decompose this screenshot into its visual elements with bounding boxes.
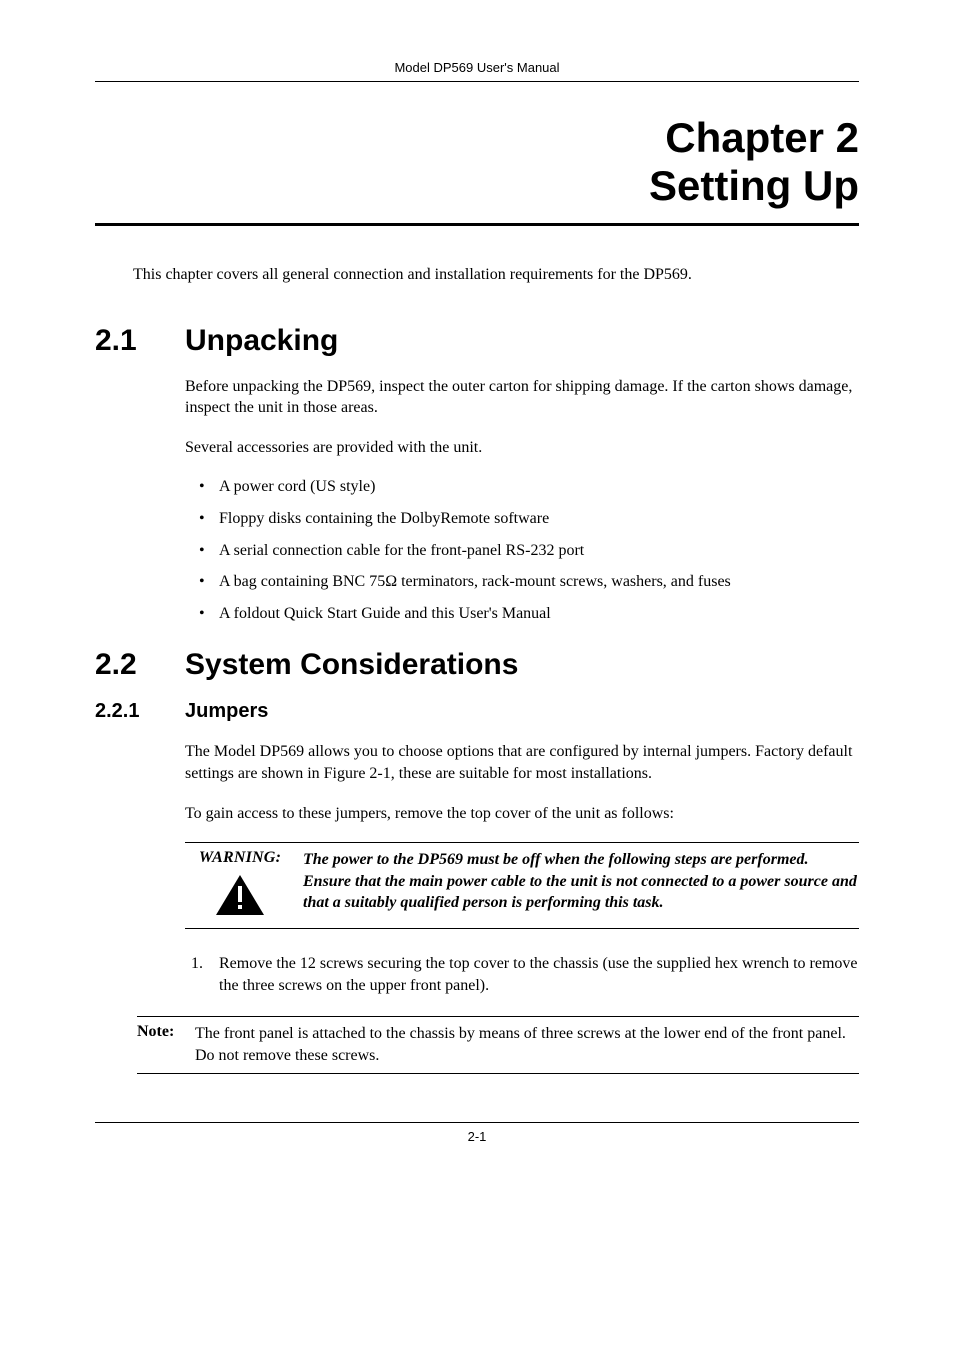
warning-text: The power to the DP569 must be off when …: [295, 849, 859, 922]
chapter-intro: This chapter covers all general connecti…: [133, 266, 859, 284]
section-heading-unpacking: 2.1 Unpacking: [95, 324, 859, 358]
subsection-number: 2.2.1: [95, 700, 185, 723]
paragraph: Several accessories are provided with th…: [185, 437, 859, 459]
header-rule: [95, 81, 859, 82]
chapter-rule: [95, 223, 859, 226]
chapter-name: Setting Up: [95, 162, 859, 210]
section-number: 2.1: [95, 324, 185, 358]
note-label: Note:: [137, 1023, 195, 1066]
warning-callout: WARNING: The power to the DP569 must be …: [185, 842, 859, 929]
paragraph: Before unpacking the DP569, inspect the …: [185, 376, 859, 419]
step-item: 1. Remove the 12 screws securing the top…: [187, 953, 859, 996]
subsection-heading-jumpers: 2.2.1 Jumpers: [95, 700, 859, 723]
accessory-list: A power cord (US style) Floppy disks con…: [185, 476, 859, 624]
section-title: Unpacking: [185, 324, 338, 358]
section-number: 2.2: [95, 648, 185, 682]
step-text: Remove the 12 screws securing the top co…: [219, 955, 857, 994]
list-item: A serial connection cable for the front-…: [185, 540, 859, 562]
page-footer: 2-1: [95, 1122, 859, 1144]
chapter-title-block: Chapter 2 Setting Up: [95, 114, 859, 211]
note-text: The front panel is attached to the chass…: [195, 1023, 859, 1066]
chapter-number: Chapter 2: [95, 114, 859, 162]
footer-rule: [95, 1122, 859, 1123]
section-heading-system-considerations: 2.2 System Considerations: [95, 648, 859, 682]
list-item: A power cord (US style): [185, 476, 859, 498]
step-number: 1.: [191, 953, 203, 975]
page-number: 2-1: [95, 1129, 859, 1144]
paragraph: The Model DP569 allows you to choose opt…: [185, 741, 859, 784]
warning-triangle-icon: [185, 873, 295, 922]
list-item: A foldout Quick Start Guide and this Use…: [185, 603, 859, 625]
warning-label: WARNING:: [185, 849, 295, 867]
subsection-title: Jumpers: [185, 700, 268, 723]
note-callout: Note: The front panel is attached to the…: [137, 1016, 859, 1073]
list-item: A bag containing BNC 75Ω terminators, ra…: [185, 571, 859, 593]
section-title: System Considerations: [185, 648, 518, 682]
list-item: Floppy disks containing the DolbyRemote …: [185, 508, 859, 530]
running-header: Model DP569 User's Manual: [95, 60, 859, 75]
paragraph: To gain access to these jumpers, remove …: [185, 803, 859, 825]
procedure-steps: 1. Remove the 12 screws securing the top…: [187, 953, 859, 996]
